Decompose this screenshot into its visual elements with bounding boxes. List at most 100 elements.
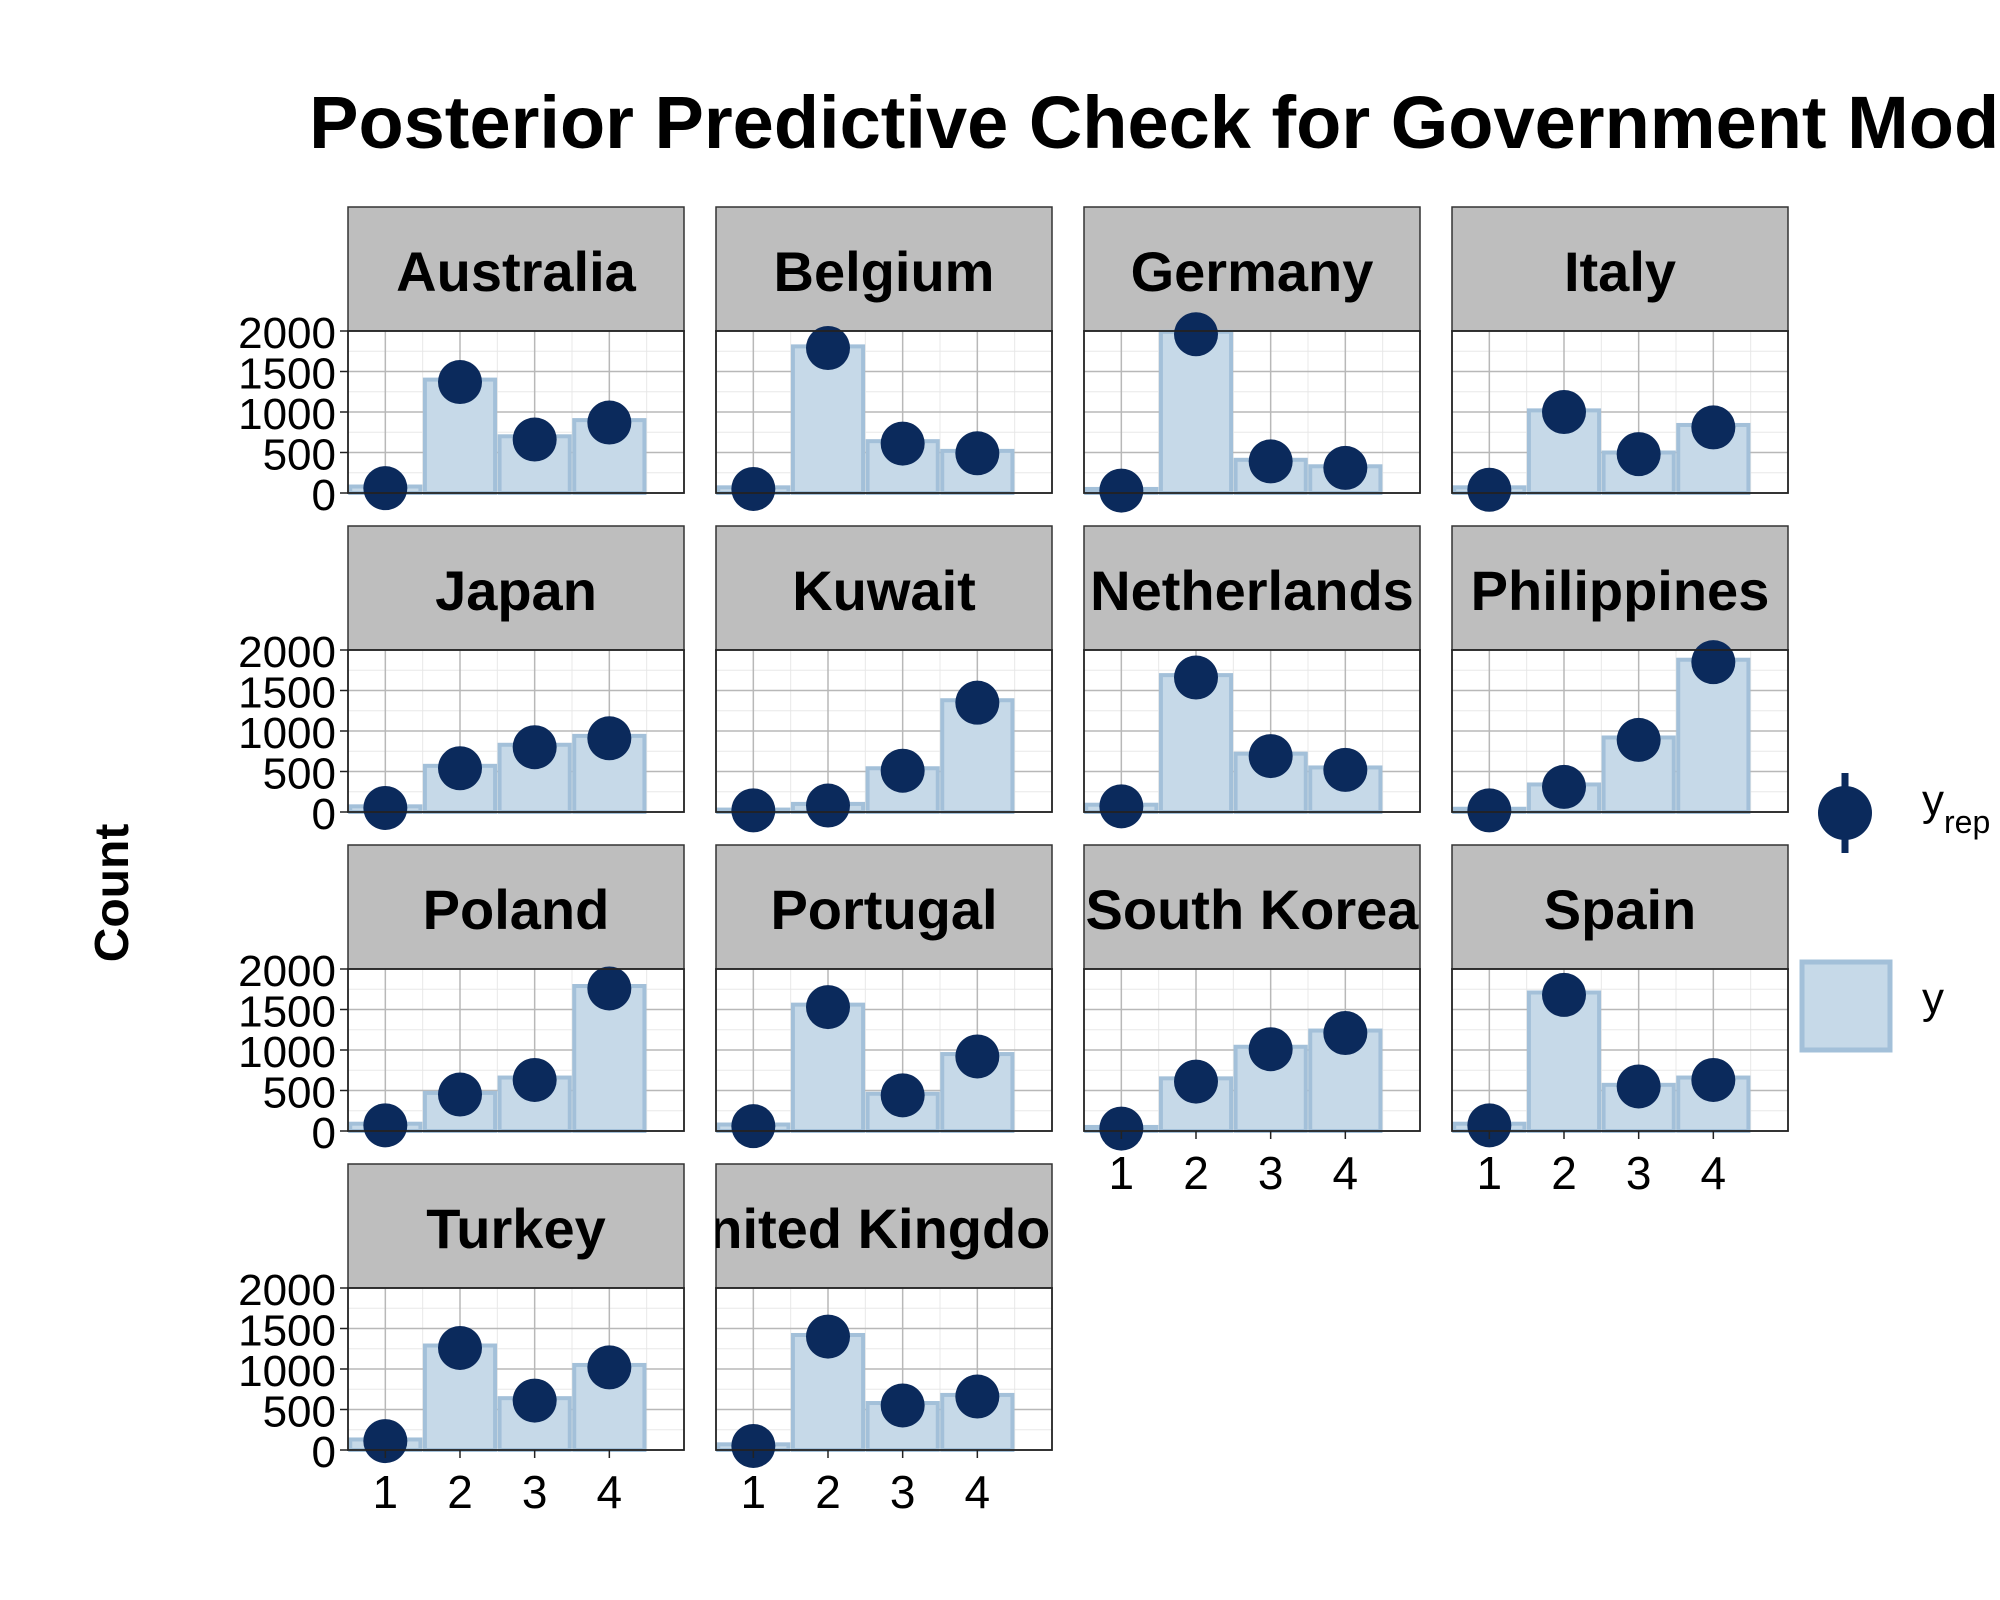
facet-strip	[1083, 525, 1421, 651]
panel-border	[715, 968, 1053, 1132]
point-yrep	[1248, 734, 1293, 779]
x-tick-label: 3	[1626, 1147, 1652, 1199]
facet-label: Portugal	[770, 878, 997, 941]
facet-label: Belgium	[774, 240, 995, 303]
point-yrep	[806, 985, 850, 1030]
point-yrep	[1616, 1064, 1661, 1109]
point-yrep	[955, 1034, 1000, 1079]
point-yrep	[1323, 1010, 1368, 1055]
x-tick-label: 1	[1109, 1147, 1135, 1199]
facet-label: Poland	[423, 878, 610, 941]
point-yrep	[731, 788, 776, 833]
panel-border	[1451, 968, 1789, 1132]
legend-key-y	[1799, 959, 1893, 1053]
legend: yrep y	[1799, 773, 1990, 1053]
point-yrep	[1691, 405, 1736, 450]
point-yrep	[1323, 747, 1368, 792]
facet-panel: Belgium	[715, 206, 1053, 511]
x-tick-label: 3	[890, 1466, 916, 1518]
point-yrep	[512, 417, 557, 462]
x-tick-label: 4	[597, 1466, 623, 1518]
panel-border	[1083, 649, 1421, 813]
point-yrep	[1174, 655, 1218, 700]
facet-label: United Kingdom	[668, 1197, 1100, 1260]
facet-label: Kuwait	[792, 559, 976, 622]
facet-panel: Portugal	[715, 844, 1053, 1149]
facet-panel: Netherlands	[1083, 525, 1421, 829]
point-yrep	[1467, 1103, 1512, 1148]
facet-panel: United Kingdom 1 2 3 4	[668, 1163, 1100, 1518]
facet-strip	[715, 525, 1053, 651]
x-tick-label: 2	[1551, 1147, 1577, 1199]
y-tick-label: 500	[263, 750, 336, 799]
facet-strip	[1451, 206, 1789, 332]
facet-strip	[715, 206, 1053, 332]
bar-y	[790, 344, 866, 496]
point-yrep	[587, 1345, 632, 1390]
point-yrep	[1467, 467, 1512, 512]
y-tick-label: 1000	[238, 709, 336, 758]
point-yrep	[1248, 439, 1293, 484]
facet-label: Spain	[1544, 878, 1696, 941]
y-tick-label: 1000	[238, 1347, 336, 1396]
point-yrep	[587, 716, 632, 761]
panel-border	[1083, 330, 1421, 494]
y-axis-title: Count	[86, 824, 139, 963]
facet-label: Germany	[1131, 240, 1374, 303]
x-tick-label: 4	[1701, 1147, 1727, 1199]
x-tick-label: 1	[373, 1466, 399, 1518]
point-yrep	[1099, 1106, 1144, 1151]
y-tick-label: 500	[263, 431, 336, 480]
y-tick-label: 1500	[238, 1307, 336, 1356]
point-yrep	[955, 1374, 1000, 1419]
point-yrep	[587, 400, 632, 445]
y-tick-label: 1000	[238, 390, 336, 439]
point-yrep	[806, 783, 850, 828]
point-yrep	[1542, 972, 1586, 1017]
facet-label: Turkey	[426, 1197, 605, 1260]
point-yrep	[1174, 1059, 1218, 1104]
y-tick-label: 2000	[238, 628, 336, 677]
point-yrep	[363, 785, 408, 830]
y-tick-label: 1500	[238, 669, 336, 718]
y-tick-label: 1500	[238, 988, 336, 1037]
point-yrep	[1691, 1057, 1736, 1102]
legend-label-y: y	[1922, 974, 1944, 1023]
panel-border	[715, 649, 1053, 813]
facet-strip	[347, 844, 685, 970]
chart-title: Posterior Predictive Check for Governmen…	[309, 81, 2000, 164]
point-yrep	[512, 725, 557, 770]
point-yrep	[1248, 1027, 1293, 1072]
point-yrep	[363, 1419, 408, 1464]
y-tick-label: 0	[312, 790, 336, 839]
point-yrep	[1616, 432, 1661, 477]
y-tick-label: 2000	[238, 309, 336, 358]
y-tick-label: 0	[312, 1428, 336, 1477]
facet-panel: South Korea 1 2 3 4	[1083, 844, 1421, 1199]
point-yrep	[1099, 468, 1144, 513]
facet-label: Australia	[396, 240, 636, 303]
point-yrep	[438, 1325, 482, 1370]
x-tick-label: 1	[741, 1466, 767, 1518]
legend-label-yrep: yrep	[1922, 776, 1990, 840]
facet-label: Italy	[1564, 240, 1676, 303]
x-tick-label: 2	[447, 1466, 473, 1518]
legend-label-subscript: rep	[1944, 804, 1990, 840]
point-yrep	[438, 360, 482, 405]
point-yrep	[955, 431, 1000, 476]
x-tick-label: 3	[522, 1466, 548, 1518]
point-yrep	[731, 1104, 776, 1149]
point-yrep	[1691, 640, 1736, 685]
facet-strip	[715, 1163, 1053, 1289]
point-yrep	[1467, 788, 1512, 833]
facet-panel: Italy	[1451, 206, 1789, 512]
facet-strip	[1083, 844, 1421, 970]
x-tick-label: 1	[1477, 1147, 1503, 1199]
x-tick-label: 2	[1183, 1147, 1209, 1199]
point-yrep	[587, 966, 632, 1011]
point-yrep	[880, 421, 925, 466]
y-tick-label: 0	[312, 1109, 336, 1158]
facet-label: Japan	[435, 559, 597, 622]
